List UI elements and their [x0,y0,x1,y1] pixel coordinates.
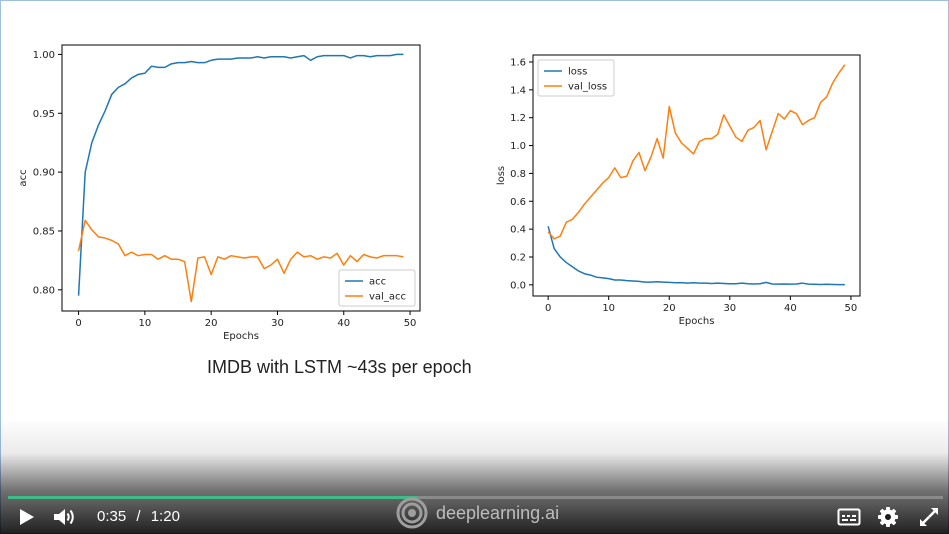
volume-button[interactable] [52,506,76,528]
x-tick-label: 40 [784,303,797,314]
time-display: 0:35 / 1:20 [97,508,180,525]
y-tick-label: 0.4 [510,225,526,236]
x-axis-label: Epochs [679,316,715,327]
play-icon [20,509,34,525]
brand-watermark: deeplearning.ai [396,496,559,530]
y-tick-label: 1.4 [510,85,526,96]
series-line-loss [547,226,845,286]
series-line-acc [77,53,404,296]
y-tick-label: 0.2 [510,252,526,263]
fullscreen-button[interactable] [918,506,940,528]
brand-text: deeplearning.ai [436,502,560,523]
x-tick-label: 50 [845,303,858,314]
x-tick-label: 10 [139,318,152,329]
time-separator: / [136,508,141,525]
x-tick-label: 0 [545,303,551,314]
loss-chart: 0 10 20 30 40 50 0.0 0.2 0.4 0.6 0.8 1.0 1.2 1.4 1.6 Ep… [491,53,871,338]
loss-chart-svg: 0 10 20 30 40 50 0.0 0.2 0.4 0.6 0.8 1.0 1.2 1.4 1.6 Ep… [496,54,861,327]
captions-button[interactable] [837,507,861,527]
y-axis-label: loss [496,166,507,185]
y-tick-label: 1.00 [33,50,55,61]
player-controls-gradient [0,418,949,534]
deeplearning-logo-icon [396,497,428,529]
y-tick-label: 0.90 [33,168,55,179]
y-tick-label: 1.2 [510,113,526,124]
plot-area [61,44,421,312]
y-tick-label: 0.80 [33,285,55,296]
settings-gear-icon [878,507,898,527]
x-tick-label: 30 [723,303,736,314]
duration: 1:20 [150,508,180,525]
y-axis-label: acc [18,169,29,186]
captions-icon [837,508,861,526]
x-tick-label: 30 [271,318,284,329]
y-tick-label: 0.95 [33,109,55,120]
legend-entry: val_acc [369,292,406,303]
progress-bar[interactable] [8,496,943,499]
settings-button[interactable] [877,506,899,528]
legend-box [338,269,416,307]
y-tick-label: 0.6 [510,197,526,208]
y-tick-label: 0.0 [510,280,526,291]
play-button[interactable] [17,507,37,527]
series-line-val-loss [547,64,846,240]
legend-entry: loss [568,67,587,78]
current-time: 0:35 [97,508,127,525]
y-tick-label: 0.8 [510,169,526,180]
legend-entry: acc [369,277,386,288]
y-tick-label: 1.6 [510,57,526,68]
x-tick-label: 20 [205,318,218,329]
x-tick-label: 50 [404,318,417,329]
accuracy-chart-svg: 0 10 20 30 40 50 0.80 0.85 0.90 0.95 1.00 Epochs acc… [18,44,421,341]
x-axis-label: Epochs [223,331,259,341]
x-tick-label: 10 [602,303,615,314]
legend-entry: val_loss [568,82,607,93]
series-line-val-acc [77,219,404,303]
x-tick-label: 0 [75,318,81,329]
progress-bar-fill [8,496,418,499]
y-tick-label: 1.0 [510,141,526,152]
y-tick-label: 0.85 [33,226,55,237]
volume-icon [54,509,74,525]
x-tick-label: 20 [663,303,676,314]
x-tick-label: 40 [337,318,350,329]
accuracy-chart: 0 10 20 30 40 50 0.80 0.85 0.90 0.95 1.00 Epochs acc… [13,41,433,341]
legend-box [537,59,615,97]
slide-caption: IMDB with LSTM ~43s per epoch [207,357,472,377]
fullscreen-icon [920,508,938,526]
